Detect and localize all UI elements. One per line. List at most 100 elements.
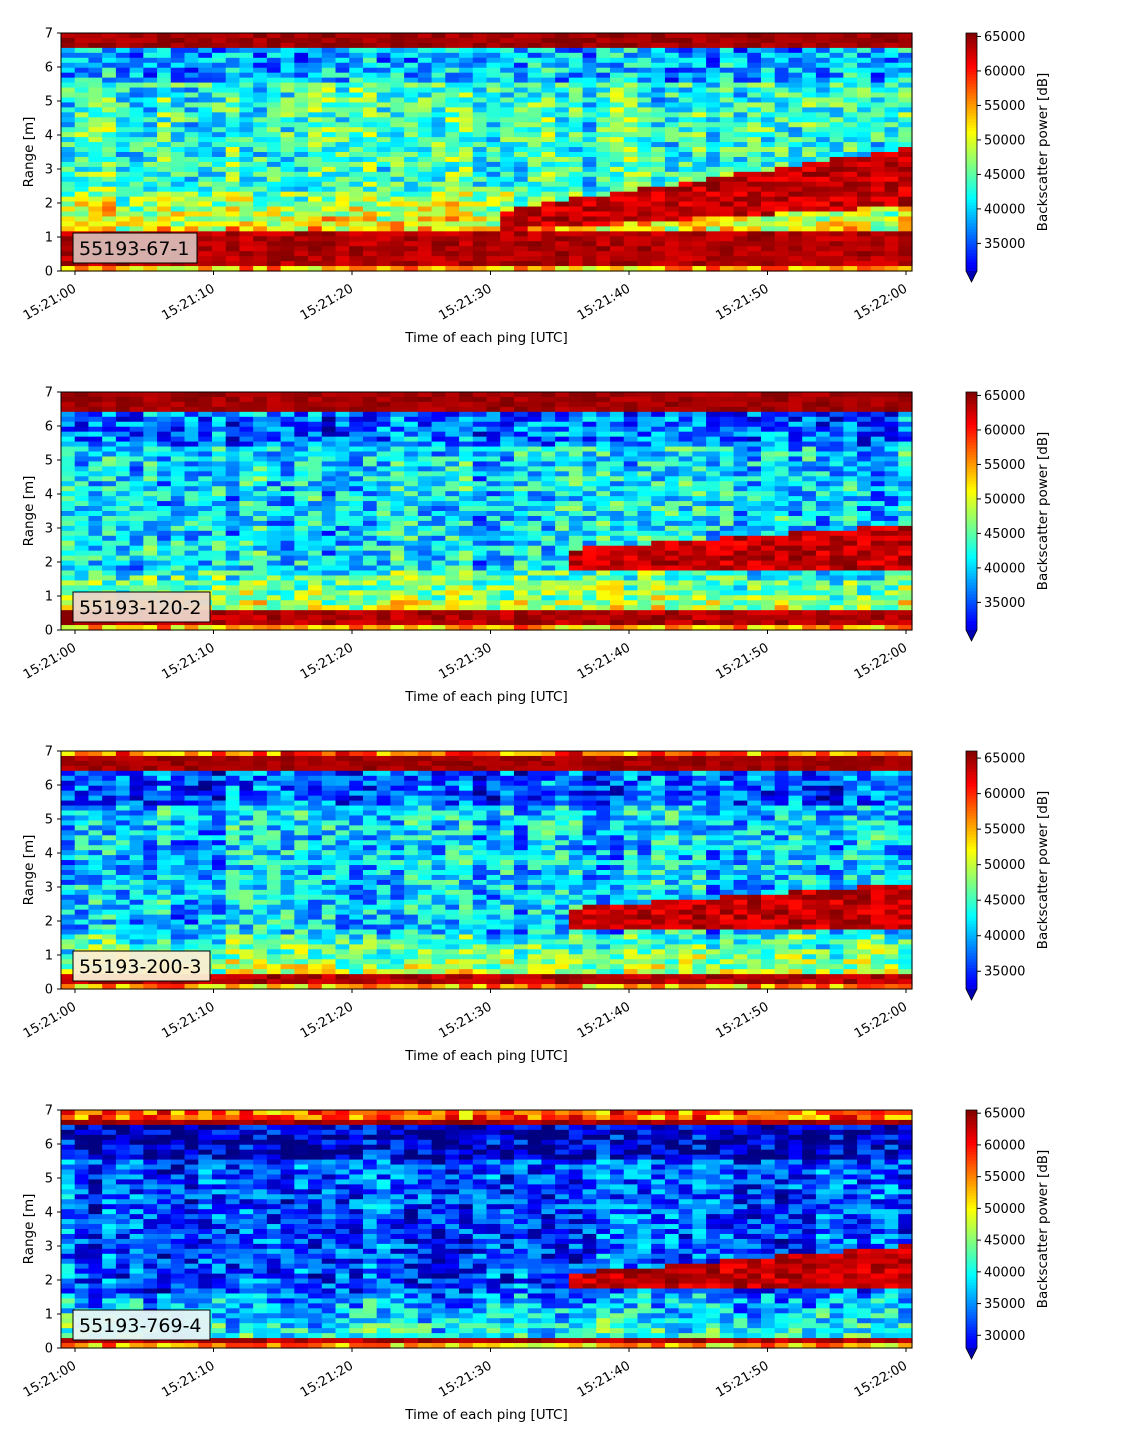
heatmap-cell [802, 47, 817, 54]
heatmap-cell [115, 216, 131, 223]
heatmap-cell [102, 221, 117, 227]
heatmap-cell [129, 137, 144, 143]
heatmap-cell [239, 107, 254, 113]
heatmap-cell [459, 575, 474, 582]
heatmap-cell [376, 431, 392, 438]
heatmap-cell [637, 132, 652, 138]
heatmap-cell [239, 565, 254, 572]
heatmap-cell [211, 231, 227, 237]
heatmap-cell [431, 122, 446, 128]
heatmap-cell [170, 107, 186, 113]
heatmap-cell [239, 87, 254, 94]
heatmap-cell [184, 426, 199, 433]
heatmap-cell [692, 226, 707, 232]
heatmap-cell [253, 550, 268, 557]
heatmap-cell [774, 147, 790, 153]
heatmap-cell [857, 92, 872, 99]
heatmap-cell [719, 166, 735, 173]
heatmap-cell [376, 201, 392, 208]
heatmap-cell [404, 406, 419, 413]
heatmap-cell [774, 161, 790, 168]
heatmap-cell [596, 211, 611, 218]
heatmap-cell [610, 201, 625, 208]
heatmap-cell [308, 67, 323, 74]
heatmap-cell [623, 166, 639, 173]
heatmap-cell [404, 456, 419, 463]
heatmap-cell [170, 176, 186, 183]
heatmap-cell [870, 166, 886, 173]
heatmap-cell [74, 625, 90, 631]
heatmap-cell [678, 72, 693, 79]
heatmap-cell [513, 112, 529, 118]
heatmap-cell [404, 421, 419, 428]
heatmap-cell [870, 147, 886, 153]
heatmap-cell [719, 226, 735, 232]
heatmap-cell [500, 166, 515, 173]
heatmap-cell [733, 206, 748, 213]
heatmap-cell [747, 156, 762, 163]
heatmap-cell [843, 102, 858, 108]
heatmap-cell [321, 186, 337, 193]
heatmap-cell [664, 241, 680, 247]
colorbar-swatch [966, 65, 977, 70]
heatmap-cell [692, 256, 707, 262]
heatmap-cell [445, 511, 460, 517]
heatmap-cell [61, 525, 76, 532]
heatmap-cell [376, 545, 392, 552]
colorbar-swatch [966, 223, 977, 227]
heatmap-cell [211, 535, 227, 542]
heatmap-cell [239, 216, 254, 223]
heatmap-cell [486, 77, 501, 84]
heatmap-cell [568, 605, 584, 611]
heatmap-cell [280, 122, 295, 128]
heatmap-cell [733, 37, 748, 44]
heatmap-cell [390, 511, 405, 517]
heatmap-cell [664, 42, 680, 49]
heatmap-cell [500, 525, 515, 532]
heatmap-cell [211, 501, 227, 507]
heatmap-cell [362, 530, 378, 537]
heatmap-cell [610, 87, 625, 94]
heatmap-cell [115, 565, 131, 572]
heatmap-cell [568, 580, 584, 586]
y-tick-label: 2 [45, 197, 53, 212]
heatmap-cell [253, 511, 268, 517]
heatmap-cell [198, 580, 213, 586]
heatmap-cell [74, 620, 90, 626]
heatmap-cell [788, 191, 803, 198]
heatmap-cell [596, 57, 611, 64]
heatmap-cell [555, 231, 570, 237]
heatmap-cell [61, 156, 76, 163]
heatmap-cell [761, 166, 776, 173]
heatmap-cell [321, 221, 337, 227]
heatmap-cell [788, 156, 803, 163]
heatmap-cell [431, 77, 446, 84]
heatmap-cell [445, 550, 460, 557]
heatmap-cell [335, 392, 350, 398]
heatmap-cell [376, 580, 392, 586]
heatmap-cell [623, 211, 639, 218]
heatmap-cell [472, 201, 488, 208]
heatmap-cell [486, 52, 501, 59]
heatmap-cell [472, 406, 488, 413]
heatmap-cell [472, 441, 488, 448]
heatmap-cell [362, 42, 378, 49]
heatmap-cell [308, 421, 323, 428]
heatmap-cell [500, 476, 515, 482]
heatmap-cell [225, 595, 241, 601]
heatmap-cell [211, 132, 227, 138]
heatmap-cell [568, 615, 584, 621]
heatmap-cell [404, 161, 419, 168]
heatmap-cell [157, 530, 172, 537]
heatmap-cell [802, 181, 817, 188]
heatmap-cell [747, 256, 762, 262]
heatmap-cell [527, 82, 543, 89]
heatmap-cell [459, 392, 474, 398]
heatmap-cell [472, 196, 488, 203]
heatmap-cell [321, 520, 337, 527]
heatmap-cell [884, 176, 899, 183]
heatmap-cell [843, 176, 858, 183]
heatmap-cell [61, 102, 76, 108]
heatmap-cell [157, 97, 172, 104]
heatmap-cell [211, 406, 227, 413]
